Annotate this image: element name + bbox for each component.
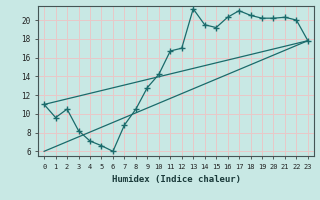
X-axis label: Humidex (Indice chaleur): Humidex (Indice chaleur) [111, 175, 241, 184]
